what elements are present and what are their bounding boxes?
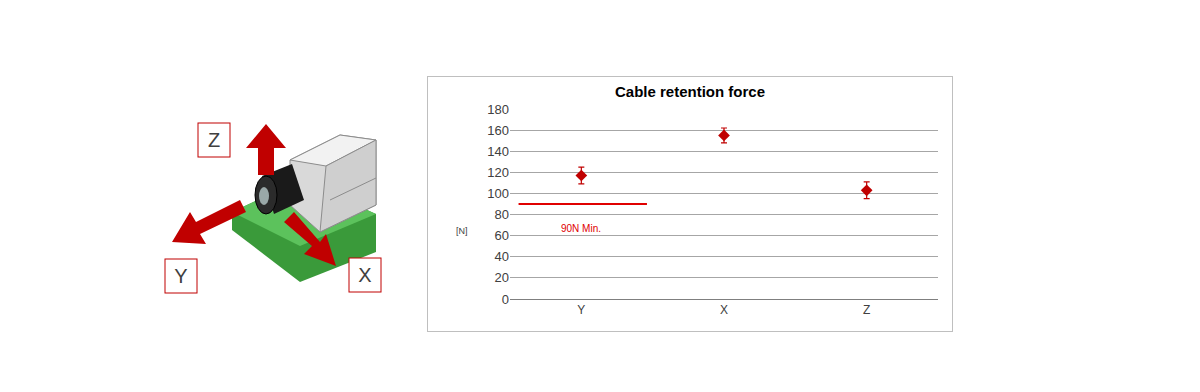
svg-text:100: 100 (487, 186, 509, 201)
svg-text:X: X (720, 303, 728, 317)
svg-text:[N]: [N] (456, 226, 468, 236)
svg-text:X: X (358, 264, 371, 286)
svg-text:Z: Z (863, 303, 870, 317)
svg-text:80: 80 (495, 207, 509, 222)
svg-text:Y: Y (174, 265, 187, 287)
svg-text:160: 160 (487, 123, 509, 138)
svg-text:140: 140 (487, 144, 509, 159)
svg-text:20: 20 (495, 270, 509, 285)
svg-text:Y: Y (577, 303, 585, 317)
svg-text:0: 0 (502, 292, 509, 307)
svg-text:120: 120 (487, 165, 509, 180)
svg-text:60: 60 (495, 228, 509, 243)
svg-text:Cable retention force: Cable retention force (615, 83, 765, 100)
svg-text:180: 180 (487, 102, 509, 117)
svg-text:Z: Z (208, 129, 220, 151)
svg-text:40: 40 (495, 249, 509, 264)
svg-text:90N Min.: 90N Min. (561, 223, 601, 234)
